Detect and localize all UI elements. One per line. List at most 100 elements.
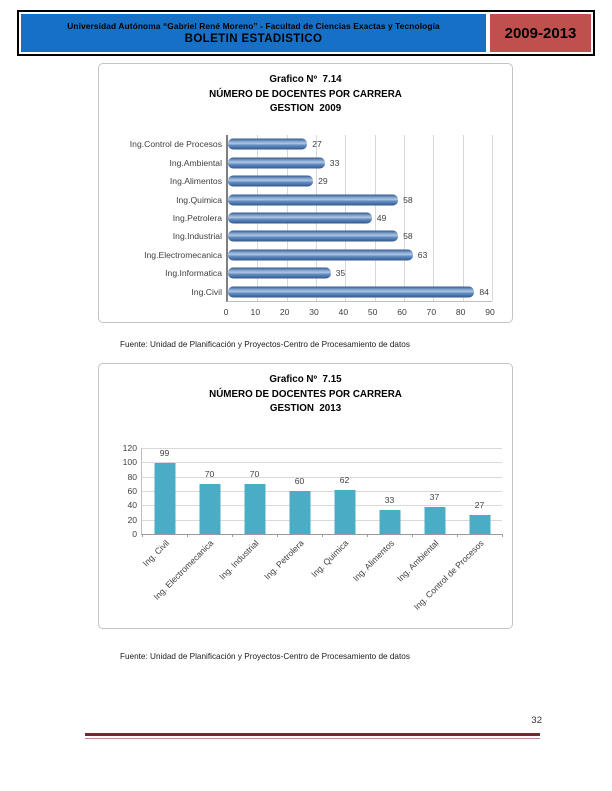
grid-line [142, 491, 502, 492]
category-label: Ing. Alimentos [350, 538, 396, 584]
x-axis-tick-label: 50 [367, 307, 378, 317]
category-label: Ing.Quimica [176, 194, 222, 205]
bar-value-label: 60 [294, 476, 305, 486]
bar-value-label: 58 [403, 194, 413, 205]
bar-value-label: 37 [429, 492, 440, 503]
category-label: Ing.Civil [191, 286, 222, 297]
x-axis-tick-label: 60 [397, 307, 407, 317]
bar [228, 286, 475, 298]
chart-title-2013: Grafico Nº 7.15 NÚMERO DE DOCENTES POR C… [99, 373, 512, 417]
grid-line [404, 135, 405, 301]
bar [469, 514, 490, 534]
bar-value-label: 27 [474, 499, 485, 510]
bar-value-label: 27 [312, 139, 322, 150]
bar-value-label: 58 [403, 231, 413, 242]
y-axis-tick-label: 80 [127, 471, 137, 482]
x-axis-tick-label: 90 [485, 307, 495, 317]
bar-value-label: 33 [384, 495, 395, 506]
bar [154, 463, 175, 534]
bar-value-label: 70 [249, 468, 260, 479]
bar [228, 157, 325, 169]
plot-area-2013: 99 70 70 60 62 33 37 27 [141, 448, 503, 537]
chart-title-line: Grafico Nº 7.15 [269, 374, 342, 385]
axis-tick-mark [187, 534, 188, 537]
grid-line [142, 448, 502, 449]
y-axis-tick-label: 40 [127, 500, 137, 511]
category-label: Ing. Civil [140, 538, 171, 569]
bar-value-label: 62 [339, 474, 350, 485]
bar [228, 138, 308, 150]
bar [228, 175, 314, 187]
bar-value-label: 35 [335, 268, 346, 279]
axis-tick-mark [322, 534, 323, 537]
chart-title-line: NÚMERO DE DOCENTES POR CARRERA [209, 388, 402, 400]
bar [228, 194, 399, 206]
axis-tick-mark [457, 534, 458, 537]
x-axis-tick-label: 70 [426, 307, 437, 317]
category-label: Ing.Electromecanica [144, 249, 222, 260]
bar [228, 212, 372, 224]
chart-title-line: GESTION 2009 [269, 103, 342, 114]
period-badge: 2009-2013 [490, 14, 591, 52]
bulletin-title: BOLETIN ESTADISTICO [184, 33, 323, 45]
category-label: Ing. Ambiental [394, 538, 441, 584]
category-label: Ing.Petrolera [172, 213, 222, 223]
bar [244, 483, 265, 534]
axis-tick-mark [412, 534, 413, 537]
x-axis-tick-label: 40 [338, 307, 349, 317]
axis-tick-mark [232, 534, 233, 537]
grid-line [142, 505, 502, 507]
x-axis-tick-label: 20 [279, 307, 290, 317]
y-axis-tick-label: 20 [127, 514, 137, 525]
bar [199, 483, 220, 534]
value-axis-labels: 0 20 40 60 80 100 120 [107, 443, 137, 539]
bar [228, 267, 331, 279]
chart-title-line: NÚMERO DE DOCENTES POR CARRERA [209, 88, 402, 100]
chart-title-line: Grafico Nº 7.14 [269, 74, 342, 85]
axis-tick-mark [277, 534, 278, 537]
x-axis-tick-label: 80 [455, 307, 466, 317]
bar-value-label: 49 [376, 213, 387, 223]
grid-line [142, 462, 502, 464]
university-title: Universidad Autónoma “Gabriel René Moren… [67, 21, 440, 31]
category-axis-labels: Ing. Civil Ing. Electromecanica Ing. Indus… [140, 538, 501, 623]
grid-line [142, 476, 502, 478]
bar-value-label: 63 [417, 249, 428, 260]
y-axis-tick-label: 100 [122, 457, 137, 468]
y-axis-tick-label: 0 [132, 529, 137, 539]
x-axis-tick-label: 30 [309, 307, 319, 317]
grid-line [492, 135, 493, 301]
x-axis-tick-label: 0 [223, 307, 229, 317]
plot-area-2009: 27 33 29 58 49 58 63 35 84 [226, 135, 493, 302]
bar [289, 491, 310, 534]
chart-title-2009: Grafico Nº 7.14 NÚMERO DE DOCENTES POR C… [99, 73, 512, 117]
category-label: Ing. Industrial [217, 538, 261, 582]
source-note: Fuente: Unidad de Planificación y Proyec… [120, 652, 410, 661]
grid-line [142, 519, 502, 521]
category-label: Ing.Control de Procesos [129, 139, 222, 150]
chart-title-line: GESTION 2013 [269, 403, 342, 414]
axis-tick-mark [502, 534, 503, 537]
chart-panel-2013: Grafico Nº 7.15 NÚMERO DE DOCENTES POR C… [98, 363, 513, 629]
grid-line [433, 135, 435, 301]
value-axis-labels: 0 10 20 30 40 50 60 70 80 90 [223, 307, 495, 319]
bar [228, 249, 413, 261]
bar [424, 507, 445, 534]
source-note: Fuente: Unidad de Planificación y Proyec… [120, 340, 410, 349]
footer-rule [85, 733, 540, 739]
axis-tick-mark [367, 534, 368, 537]
bar [379, 510, 400, 534]
category-label: Ing. Petrolera [262, 538, 306, 582]
bar-value-label: 99 [159, 448, 170, 459]
bar-value-label: 84 [479, 286, 489, 297]
bar [228, 230, 399, 242]
header-banner-left: Universidad Autónoma “Gabriel René Moren… [21, 14, 486, 52]
page-number: 32 [531, 715, 542, 726]
chart-panel-2009: Grafico Nº 7.14 NÚMERO DE DOCENTES POR C… [98, 63, 513, 323]
category-label: Ing.Ambiental [169, 157, 222, 168]
bar-value-label: 33 [329, 157, 340, 168]
y-axis-tick-label: 60 [127, 486, 137, 496]
bar-value-label: 29 [318, 176, 328, 187]
category-axis-labels: Ing.Control de Procesos Ing.Ambiental Ing.… [103, 135, 222, 301]
